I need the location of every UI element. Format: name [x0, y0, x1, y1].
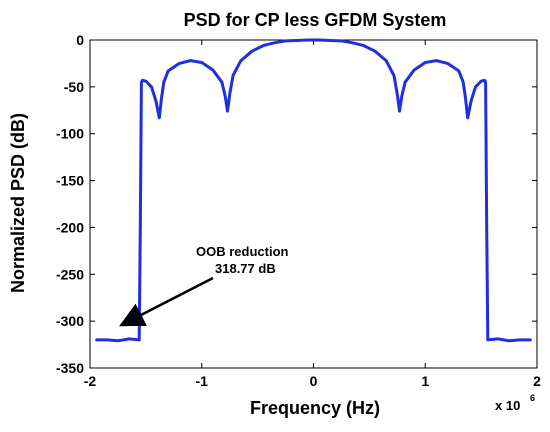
x-axis-exponent: x 10 6 [495, 393, 535, 413]
y-tick-label: -300 [56, 313, 84, 329]
y-axis-label: Normalized PSD (dB) [8, 113, 28, 293]
y-tick-label: -250 [56, 266, 84, 282]
x-axis-exponent-prefix: x 10 [495, 398, 520, 413]
x-tick-label: 1 [421, 373, 429, 389]
chart-title: PSD for CP less GFDM System [184, 10, 447, 30]
annotation-arrow [119, 276, 214, 327]
plot-area: -2 -1 0 1 2 0 -50 -100 -150 -200 -250 -300 -350 OOB r… [56, 32, 541, 389]
y-tick-label: -350 [56, 360, 84, 376]
x-axis-exponent-power: 6 [530, 393, 535, 403]
x-tick-label: 2 [533, 373, 541, 389]
y-tick-label: -100 [56, 126, 84, 142]
y-tick-label: -50 [64, 79, 84, 95]
x-tick-label: -2 [84, 373, 97, 389]
y-tick-label: -200 [56, 219, 84, 235]
y-tick-label: 0 [76, 32, 84, 48]
plot-frame [89, 39, 538, 369]
psd-series-line [95, 38, 532, 343]
x-tick-label: -1 [196, 373, 209, 389]
y-tick-label: -150 [56, 173, 84, 189]
x-axis-label: Frequency (Hz) [250, 398, 380, 418]
annotation-line-1: OOB reduction [196, 244, 289, 259]
annotation-line-2: 318.77 dB [215, 261, 276, 276]
x-tick-label: 0 [310, 373, 318, 389]
